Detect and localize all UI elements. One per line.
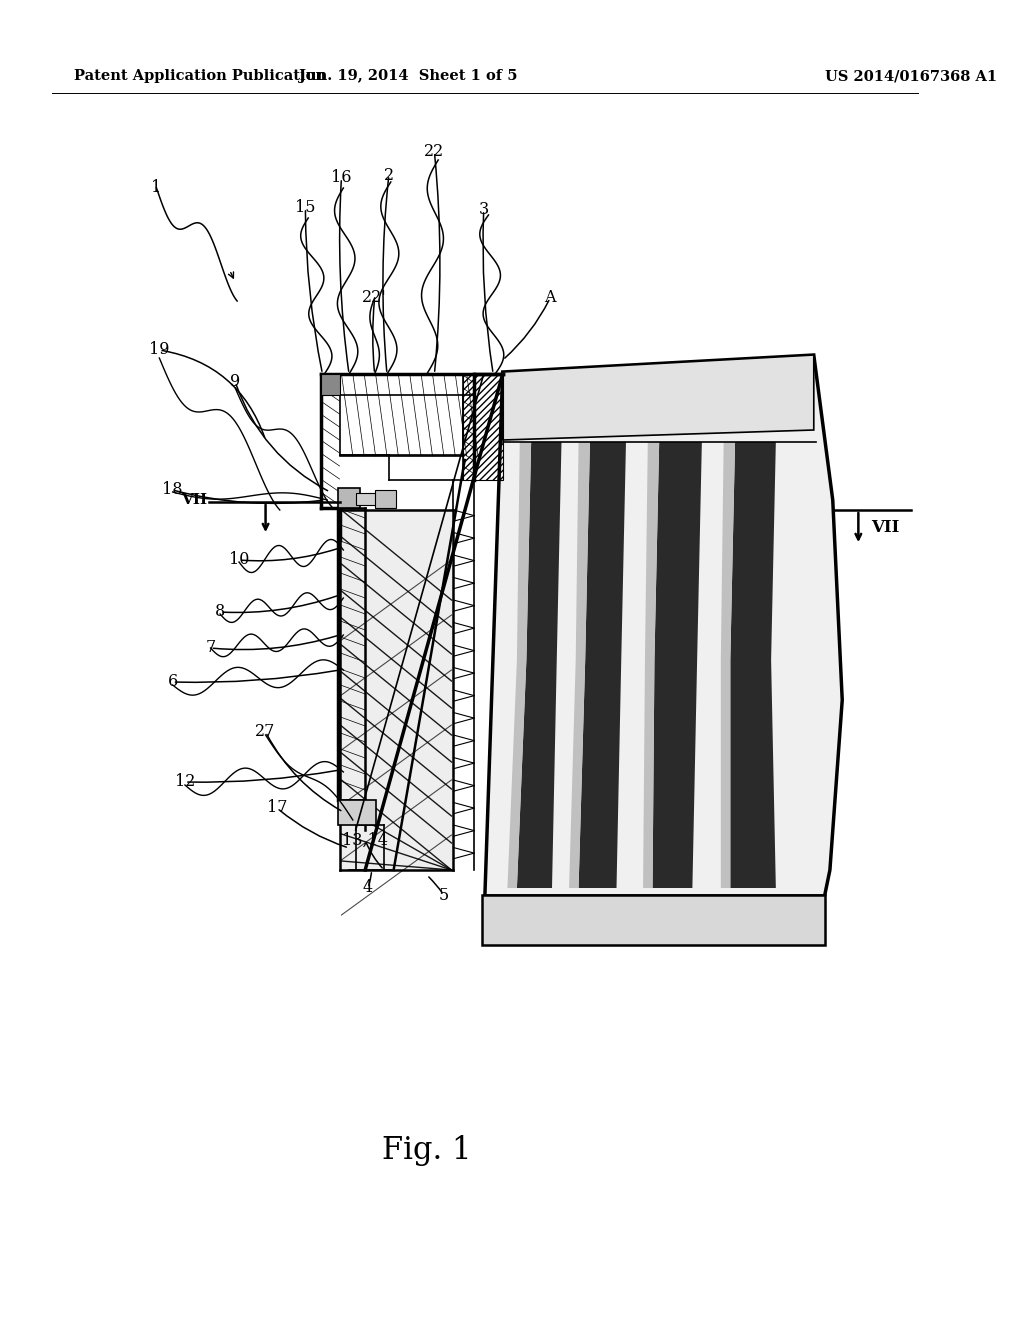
Polygon shape: [508, 442, 531, 888]
Bar: [340, 374, 463, 455]
Text: 8: 8: [215, 603, 225, 620]
Text: 3: 3: [478, 202, 488, 219]
Text: US 2014/0167368 A1: US 2014/0167368 A1: [825, 69, 997, 83]
Bar: [375, 490, 395, 508]
Polygon shape: [321, 374, 340, 395]
Text: 5: 5: [438, 887, 449, 903]
Text: 27: 27: [255, 723, 275, 741]
Polygon shape: [579, 442, 626, 888]
Text: 22': 22': [362, 289, 387, 306]
Polygon shape: [483, 355, 842, 931]
Text: 22: 22: [424, 144, 444, 161]
Text: 12: 12: [175, 774, 196, 791]
Text: 1: 1: [152, 180, 162, 197]
Bar: [338, 488, 360, 508]
Text: 18: 18: [163, 482, 183, 499]
Text: Jun. 19, 2014  Sheet 1 of 5: Jun. 19, 2014 Sheet 1 of 5: [299, 69, 517, 83]
Text: 4: 4: [362, 879, 373, 896]
Text: Patent Application Publication: Patent Application Publication: [74, 69, 326, 83]
Polygon shape: [569, 442, 590, 888]
Text: 13,14: 13,14: [342, 832, 388, 849]
Polygon shape: [482, 895, 825, 945]
Text: 10: 10: [228, 552, 249, 569]
Bar: [338, 800, 376, 825]
Text: 19: 19: [150, 342, 170, 359]
Bar: [463, 374, 503, 480]
Polygon shape: [503, 355, 814, 440]
Polygon shape: [721, 442, 735, 888]
Polygon shape: [652, 442, 701, 888]
Polygon shape: [517, 442, 561, 888]
Text: VII: VII: [180, 492, 207, 507]
Text: 9: 9: [230, 374, 241, 391]
Text: Fig. 1: Fig. 1: [382, 1134, 472, 1166]
Polygon shape: [730, 442, 776, 888]
Text: VII: VII: [870, 520, 899, 536]
Text: 2: 2: [384, 166, 394, 183]
Polygon shape: [340, 510, 454, 870]
Text: 16: 16: [331, 169, 351, 186]
Text: 15: 15: [295, 199, 315, 216]
Text: 7: 7: [206, 639, 216, 656]
Text: 6: 6: [168, 673, 178, 690]
Bar: [355, 492, 384, 506]
Text: 17: 17: [266, 800, 287, 817]
Text: A: A: [545, 289, 556, 306]
Polygon shape: [643, 442, 659, 888]
